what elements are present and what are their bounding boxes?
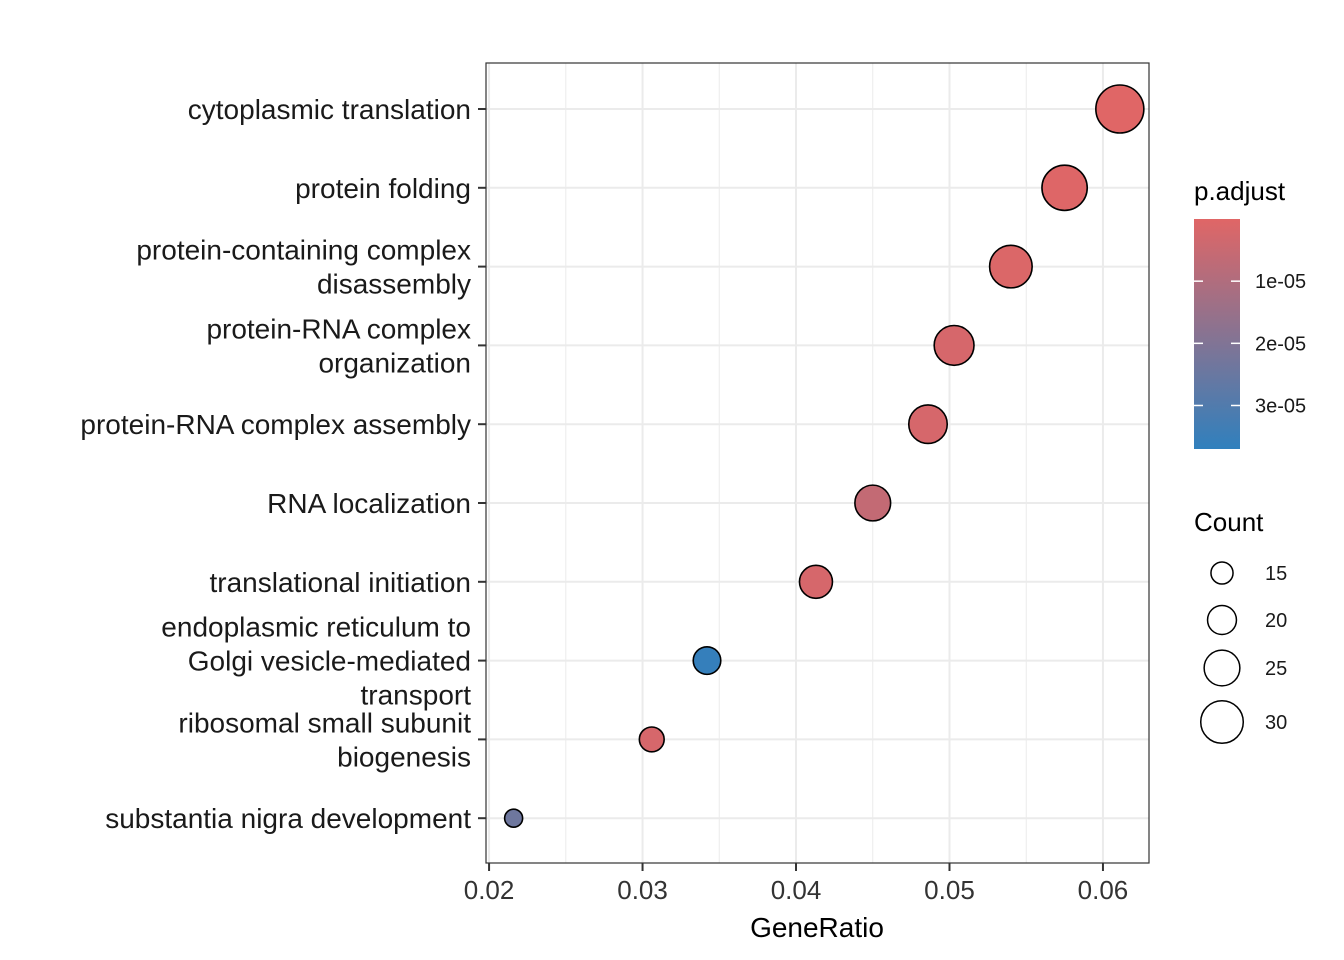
colorbar-tick-label: 1e-05 — [1255, 271, 1306, 293]
count-legend-label: 30 — [1265, 712, 1287, 734]
y-category-label: ribosomal small subunit — [178, 707, 471, 738]
panel-border — [485, 62, 1150, 864]
y-category-label: protein-RNA complex — [206, 313, 471, 344]
data-point — [854, 484, 892, 522]
y-axis: cytoplasmic translation protein folding pr… — [80, 94, 486, 834]
y-category-label: organization — [318, 347, 471, 378]
p-adjust-legend-title: p.adjust — [1194, 176, 1286, 206]
y-category-label: RNA localization — [267, 488, 471, 519]
y-category-label: protein-containing complex — [136, 235, 471, 266]
count-legend-keys: 15 20 25 30 — [1199, 561, 1287, 745]
y-category-label: translational initiation — [210, 567, 472, 598]
x-axis: 0.02 0.03 0.04 0.05 0.06 — [464, 863, 1128, 905]
panel-background — [486, 63, 1149, 863]
y-category-label: cytoplasmic translation — [188, 94, 471, 125]
p-adjust-colorbar — [1194, 219, 1240, 449]
x-tick-label: 0.04 — [771, 875, 822, 905]
p-adjust-colorbar-ticks: 1e-05 2e-05 3e-05 — [1194, 271, 1306, 417]
count-legend-label: 20 — [1265, 610, 1287, 632]
data-point — [907, 404, 949, 445]
y-category-label: biogenesis — [337, 741, 471, 772]
x-tick-label: 0.06 — [1078, 875, 1129, 905]
major-gridlines — [486, 63, 1149, 863]
data-point — [1041, 164, 1089, 212]
data-point — [503, 808, 524, 829]
count-legend-circle — [1206, 604, 1238, 636]
y-category-label: Golgi vesicle-mediated — [188, 646, 471, 677]
y-category-label: substantia nigra development — [105, 803, 471, 834]
colorbar-tick-label: 2e-05 — [1255, 333, 1306, 355]
data-point — [638, 726, 665, 753]
minor-gridlines — [565, 63, 1027, 863]
data-points — [503, 84, 1145, 829]
y-category-label: endoplasmic reticulum to — [161, 612, 471, 643]
x-tick-label: 0.02 — [464, 875, 515, 905]
x-axis-title: GeneRatio — [750, 912, 884, 943]
data-point — [988, 244, 1033, 289]
colorbar-tick-label: 3e-05 — [1255, 395, 1306, 417]
count-legend-circle — [1203, 649, 1241, 687]
count-legend: Count 15 20 25 30 — [1194, 507, 1287, 745]
y-category-label: protein folding — [295, 173, 471, 204]
count-legend-label: 15 — [1265, 563, 1287, 585]
data-point — [1095, 84, 1145, 134]
y-category-label: transport — [361, 680, 472, 711]
x-tick-label: 0.05 — [924, 875, 975, 905]
count-legend-title: Count — [1194, 507, 1264, 537]
y-category-label: disassembly — [317, 269, 471, 300]
plot-panel — [485, 62, 1150, 864]
data-point — [933, 324, 975, 367]
count-legend-circle — [1210, 561, 1234, 585]
x-tick-label: 0.03 — [617, 875, 668, 905]
data-point — [692, 646, 722, 676]
p-adjust-legend: p.adjust 1e-05 2e-05 3e-05 — [1194, 176, 1306, 449]
data-point — [798, 564, 834, 600]
y-category-label: protein-RNA complex assembly — [80, 409, 471, 440]
count-legend-label: 25 — [1265, 658, 1287, 680]
count-legend-circle — [1199, 699, 1245, 745]
